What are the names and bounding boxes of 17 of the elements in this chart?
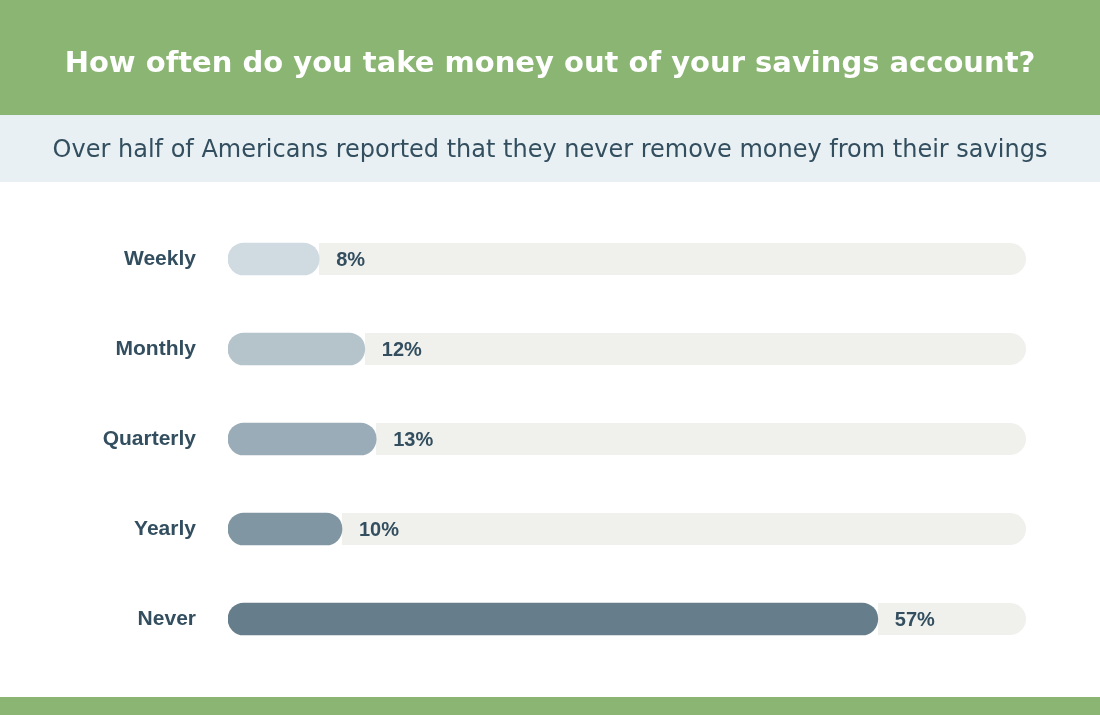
y-tick-label: Weekly: [124, 245, 197, 269]
header-panel: How often do you take money out of your savings account?: [0, 0, 1100, 115]
data-label: 10%: [359, 517, 400, 540]
data-label: 12%: [381, 337, 423, 360]
bar: [228, 332, 366, 366]
data-label: 57%: [894, 607, 936, 630]
y-tick-label: Monthly: [115, 335, 197, 359]
y-tick-label: Quarterly: [102, 425, 197, 449]
y-tick-label: Yearly: [134, 515, 197, 539]
chart-subtitle: Over half of Americans reported that they never remove money from their savings: [52, 134, 1048, 163]
subtitle-panel: Over half of Americans reported that they never remove money from their savings: [0, 115, 1100, 182]
data-label: 13%: [393, 427, 434, 450]
bar: [228, 422, 377, 456]
chart-title: How often do you take money out of your savings account?: [64, 44, 1036, 79]
y-tick-label: Never: [137, 605, 196, 629]
data-label: 8%: [336, 247, 366, 270]
bar: [228, 512, 343, 546]
